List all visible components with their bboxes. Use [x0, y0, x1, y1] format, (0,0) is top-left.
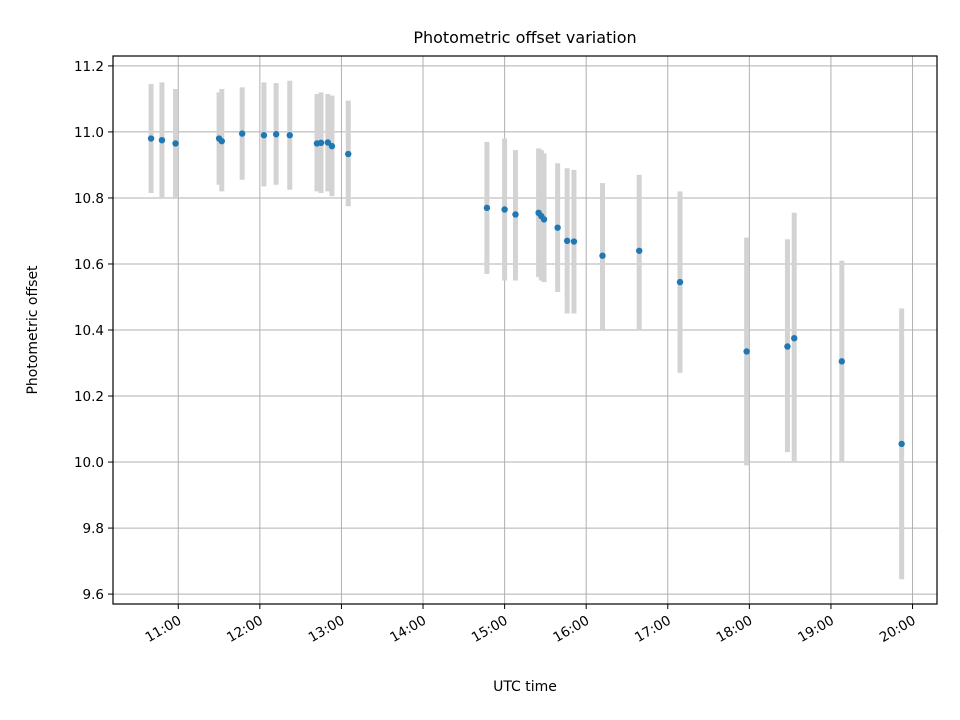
y-tick-label: 9.6	[83, 587, 104, 603]
data-point	[554, 224, 561, 231]
data-point	[147, 135, 155, 142]
data-point	[636, 247, 643, 254]
data-point	[563, 237, 571, 245]
data-points	[147, 130, 905, 448]
data-point	[784, 343, 791, 350]
data-point	[501, 206, 508, 213]
y-tick-label: 9.8	[83, 521, 104, 537]
data-point	[512, 211, 519, 218]
data-point	[345, 150, 352, 158]
chart-title: Photometric offset variation	[413, 28, 636, 47]
y-tick-label: 10.0	[74, 455, 104, 471]
x-axis-label: UTC time	[493, 679, 557, 695]
data-point	[260, 132, 268, 139]
data-point	[317, 139, 325, 147]
y-tick-label: 10.4	[74, 323, 104, 339]
y-tick-label: 11.0	[74, 125, 104, 141]
data-point	[158, 136, 166, 144]
y-tick-label: 10.2	[74, 389, 104, 405]
y-axis-label: Photometric offset	[25, 265, 41, 395]
grid-lines	[113, 56, 937, 604]
y-tick-label: 10.6	[74, 257, 104, 273]
data-point	[218, 137, 225, 145]
data-point	[328, 142, 336, 150]
y-axis-ticks: 9.6 9.8 10.0 10.2 10.4 10.6 10.8 11.0 11.2	[74, 59, 113, 603]
data-point	[743, 348, 750, 355]
data-point	[599, 252, 606, 259]
data-point	[483, 204, 491, 212]
y-tick-label: 11.2	[74, 59, 104, 75]
data-point	[272, 131, 280, 138]
data-point	[286, 132, 293, 139]
data-point	[791, 335, 798, 342]
data-point	[898, 440, 905, 448]
data-point	[838, 358, 846, 365]
data-point	[676, 278, 684, 286]
data-point	[570, 238, 578, 245]
data-point	[238, 130, 246, 137]
data-point	[540, 216, 548, 223]
data-point	[172, 140, 179, 147]
y-tick-label: 10.8	[74, 191, 104, 207]
data-point	[324, 139, 332, 146]
